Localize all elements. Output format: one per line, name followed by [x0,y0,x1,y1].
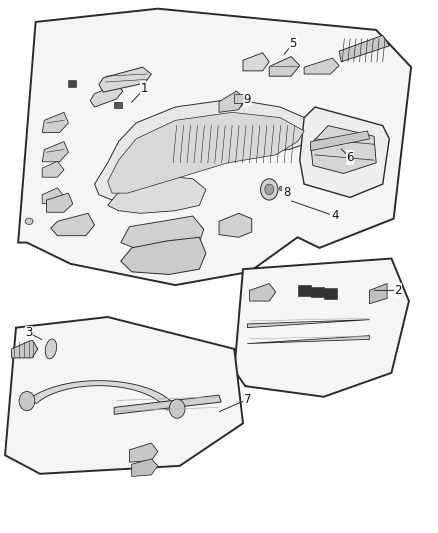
Polygon shape [42,161,64,177]
Polygon shape [304,58,339,74]
Polygon shape [250,284,276,301]
Polygon shape [90,85,123,107]
Polygon shape [42,112,68,133]
Polygon shape [269,56,300,76]
Polygon shape [234,259,409,397]
Text: 3: 3 [25,326,33,340]
Polygon shape [219,213,252,237]
Text: 9: 9 [244,93,251,106]
Text: 5: 5 [290,37,297,50]
Polygon shape [5,317,243,474]
Ellipse shape [25,218,33,224]
Polygon shape [247,336,370,344]
Polygon shape [311,287,324,297]
Polygon shape [108,112,304,193]
Circle shape [261,179,278,200]
Polygon shape [324,288,337,299]
Polygon shape [311,131,370,151]
Polygon shape [370,284,387,304]
Text: 2: 2 [394,284,402,297]
Polygon shape [27,381,177,410]
Polygon shape [339,35,389,62]
Polygon shape [243,53,269,71]
Polygon shape [132,459,158,477]
Polygon shape [297,285,311,296]
Polygon shape [311,126,376,173]
Polygon shape [18,9,411,285]
Circle shape [265,184,274,195]
Polygon shape [42,142,68,162]
Polygon shape [68,80,76,87]
Polygon shape [46,193,73,212]
Text: 8: 8 [283,185,290,199]
Ellipse shape [45,339,57,359]
Text: 6: 6 [346,151,354,164]
Polygon shape [234,94,243,103]
Polygon shape [51,213,95,236]
Polygon shape [114,102,122,108]
Polygon shape [300,107,389,197]
Circle shape [170,399,185,418]
Polygon shape [219,91,245,112]
Text: 7: 7 [244,393,251,406]
Polygon shape [130,443,158,462]
Polygon shape [12,340,38,358]
Polygon shape [247,320,370,328]
Text: 1: 1 [141,82,148,95]
Polygon shape [121,216,204,251]
Polygon shape [95,99,313,200]
Polygon shape [108,176,206,213]
Polygon shape [114,395,221,414]
Text: 4: 4 [331,209,339,222]
Circle shape [19,391,35,410]
Polygon shape [121,237,206,274]
Polygon shape [42,188,64,204]
Polygon shape [99,67,151,92]
